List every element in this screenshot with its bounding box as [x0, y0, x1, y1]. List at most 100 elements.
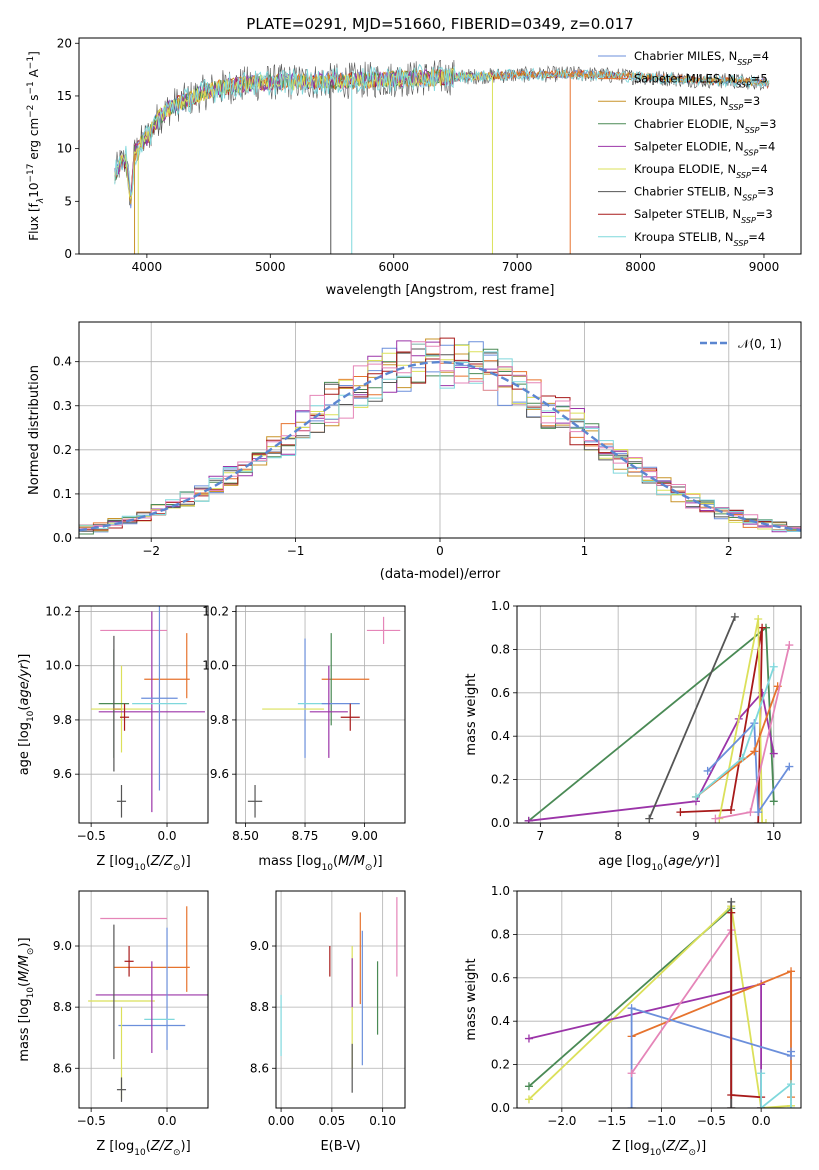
spectrum-kroupa-elodie-line: [114, 68, 493, 201]
axes-frame: [78, 890, 209, 1109]
y-tick-label: 20: [57, 36, 72, 50]
weight-marker: [769, 797, 778, 806]
weight-marker: [627, 1069, 636, 1078]
weight-marker: [627, 1004, 636, 1013]
axes-frame: [516, 890, 802, 1109]
y-tick-label: 0.4: [491, 729, 510, 743]
y-tick-label: 10.0: [202, 659, 229, 673]
weight-marker: [711, 814, 720, 823]
y-tick-label: 0: [64, 247, 72, 261]
y-tick-label: 10.2: [45, 604, 72, 618]
legend-label: Kroupa MILES, NSSP=3: [634, 94, 760, 112]
weight-chabrier-stelib-line: [648, 616, 736, 820]
x-tick-label: 0.05: [319, 1114, 346, 1128]
y-tick-label: 0.2: [491, 1058, 510, 1072]
legend-label: Kroupa STELIB, NSSP=4: [634, 230, 765, 248]
weight-vs-age-axes: 7 8 9 10 0.0 0.2 0.4 0.6 0.8 1.0 age [log10(age/yr…: [464, 599, 802, 873]
y-tick-label: 10.2: [202, 604, 229, 618]
axes-frame: [275, 890, 406, 1109]
spectrum-axes: 4000 5000 6000 7000 8000 9000 0 5 10 15 20 waveleng…: [26, 36, 802, 298]
legend-label: Chabrier MILES, NSSP=4: [634, 49, 769, 67]
axes-frame: [78, 37, 802, 255]
x-tick-label: 8000: [625, 260, 656, 274]
x-tick-label: 10: [766, 829, 781, 843]
x-tick-label: 7000: [502, 260, 533, 274]
legend-label: Salpeter STELIB, NSSP=3: [634, 207, 773, 225]
spectrum-x-label: wavelength [Angstrom, rest frame]: [326, 283, 555, 298]
y-tick-label: 10.0: [45, 659, 72, 673]
histogram-axes: −2 −1 0 1 2 0.0 0.1 0.2 0.3 0.4 (data-model)/error…: [27, 321, 802, 582]
y-axis-label: mass weight: [464, 673, 479, 755]
weight-marker: [769, 662, 778, 671]
weight-marker: [787, 1104, 796, 1108]
y-tick-label: 9.6: [53, 767, 72, 781]
legend-label: Chabrier STELIB, NSSP=3: [634, 185, 774, 203]
weight-kroupa-elodie-line: [528, 904, 792, 1108]
x-tick-label: −1.0: [647, 1114, 676, 1128]
weight-marker: [769, 749, 778, 758]
x-tick-label: 1: [581, 544, 589, 558]
plot-area: [280, 897, 398, 1093]
weight-marker: [757, 1069, 766, 1078]
y-tick-label: 0.0: [491, 1101, 510, 1115]
y-tick-label: 0.2: [53, 443, 72, 457]
y-tick-label: 9.0: [53, 939, 72, 953]
x-tick-label: 8.75: [292, 829, 319, 843]
y-tick-label: 8.6: [250, 1061, 269, 1075]
y-tick-label: 0.4: [491, 1014, 510, 1028]
weight-marker: [758, 623, 767, 632]
weight-salpeter-elodie-line: [528, 690, 775, 822]
weight-marker: [676, 808, 685, 817]
y-tick-label: 0.2: [491, 773, 510, 787]
x-tick-label: 0: [436, 544, 444, 558]
x-tick-label: −0.5: [697, 1114, 726, 1128]
weight-marker: [730, 612, 739, 621]
plot-area: [247, 616, 401, 818]
x-tick-label: 5000: [255, 260, 286, 274]
weight-marker: [524, 1034, 533, 1043]
y-tick-label: 9.8: [210, 713, 229, 727]
weight-marker: [754, 819, 763, 823]
y-tick-label: 9.6: [210, 767, 229, 781]
spectrum-kroupa-miles-line: [114, 67, 770, 205]
x-axis-label: E(B-V): [320, 1139, 360, 1154]
legend-label: Kroupa ELODIE, NSSP=4: [634, 162, 768, 180]
age-vs-metallicity-axes: −0.5 0.0 9.6 9.8 10.0 10.2 Z [log10(Z/Z⊙)] age …: [17, 604, 209, 873]
y-axis-label: mass [log10(M/M⊙)]: [17, 937, 36, 1061]
y-tick-label: 0.4: [53, 355, 72, 369]
weight-marker: [524, 816, 533, 823]
y-tick-label: 8.8: [53, 1000, 72, 1014]
spectrum-kroupa-stelib-line: [114, 63, 770, 197]
axes-frame: [516, 605, 802, 824]
y-tick-label: 0.8: [491, 927, 510, 941]
y-tick-label: 5: [64, 194, 72, 208]
y-tick-label: 1.0: [491, 884, 510, 898]
x-tick-label: 0.0: [752, 1114, 771, 1128]
weight-marker: [703, 766, 712, 775]
axes-frame: [78, 605, 209, 824]
y-tick-label: 15: [57, 89, 72, 103]
y-tick-label: 0.1: [53, 487, 72, 501]
weight-marker: [757, 1104, 766, 1108]
x-axis-label: Z [log10(Z/Z⊙)]: [612, 1139, 706, 1158]
y-tick-label: 0.8: [491, 642, 510, 656]
x-tick-label: −0.5: [77, 1114, 106, 1128]
x-tick-label: 0.0: [157, 829, 176, 843]
x-tick-label: 0.00: [268, 1114, 295, 1128]
weight-marker: [787, 1047, 796, 1056]
weight-marker: [754, 615, 763, 624]
weight-marker: [785, 641, 794, 650]
x-tick-label: 7: [537, 829, 545, 843]
x-tick-label: −2: [142, 544, 160, 558]
weight-marker: [750, 747, 759, 756]
plot-area: [524, 612, 794, 823]
weight-marker: [785, 762, 794, 771]
legend-label: Salpeter ELODIE, NSSP=4: [634, 139, 775, 157]
x-tick-label: 8: [614, 829, 622, 843]
plot-area: [88, 906, 208, 1102]
weight-marker: [727, 1104, 736, 1108]
weight-marker: [524, 1095, 533, 1104]
weight-marker: [726, 805, 735, 814]
plot-area: [114, 59, 770, 254]
